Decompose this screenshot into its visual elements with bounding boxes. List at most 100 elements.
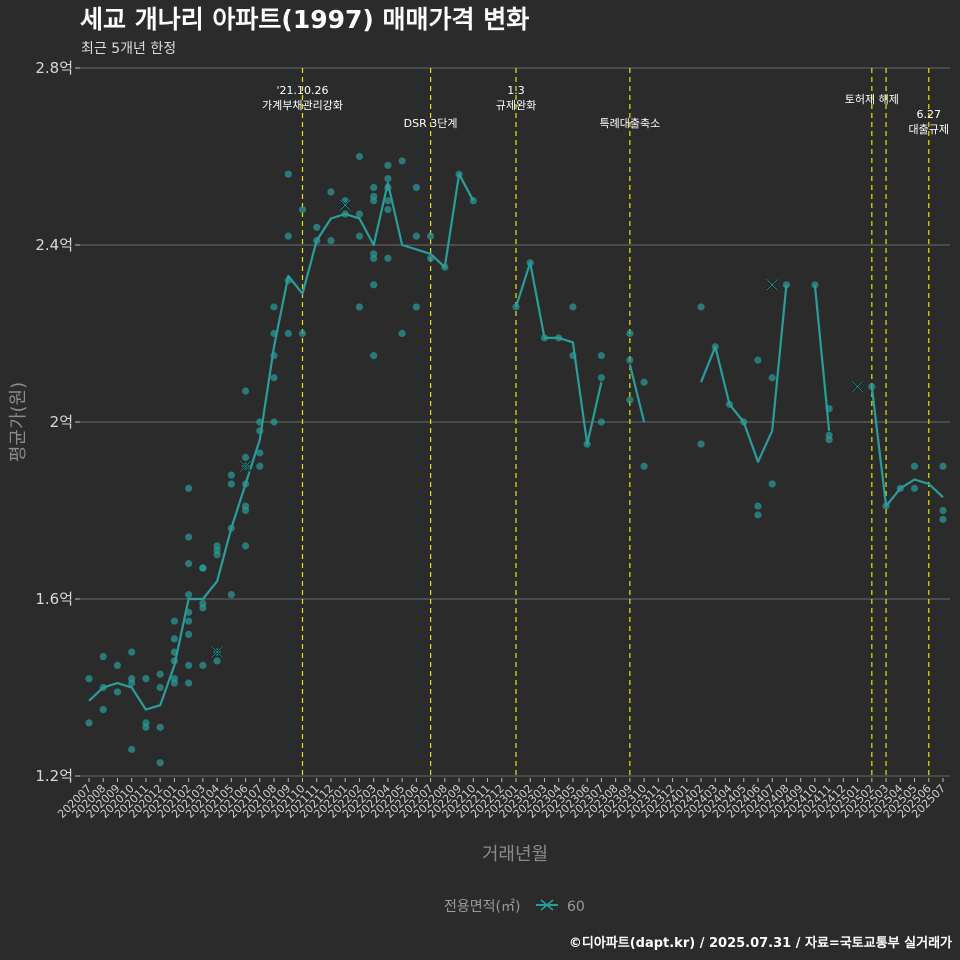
x-axis: 2020072020082020092020102020112020122021… [55, 778, 948, 821]
data-point [768, 480, 776, 488]
data-point [128, 745, 136, 754]
marker-cross-highlight [851, 380, 864, 393]
event-label: 6.27 [917, 108, 942, 121]
event-label: 규제완화 [496, 99, 536, 112]
data-point [156, 683, 164, 692]
event-label: 토허제 해제 [845, 92, 899, 106]
data-point [768, 374, 776, 382]
data-point [227, 590, 235, 599]
data-point [754, 502, 762, 510]
data-point [185, 560, 193, 568]
event-label: '21.10.26 [276, 84, 328, 97]
data-point [227, 480, 235, 488]
data-point [170, 675, 178, 683]
data-point [142, 675, 150, 683]
data-point [370, 183, 378, 192]
series-line [813, 284, 831, 431]
event-label: DSR 3단계 [404, 117, 458, 130]
y-axis-title: 평균가(원) [8, 382, 29, 462]
data-point [754, 511, 762, 519]
data-point [384, 175, 392, 183]
data-point [384, 161, 392, 169]
legend-cross-key [540, 899, 554, 911]
data-point [185, 630, 193, 639]
marker-cross-highlight [766, 279, 778, 291]
data-point [185, 679, 193, 687]
data-point [939, 515, 947, 523]
data-point [597, 418, 606, 426]
data-point [313, 223, 321, 231]
data-point [256, 449, 264, 457]
data-point [384, 206, 392, 214]
data-point [370, 254, 378, 262]
data-point [355, 232, 364, 240]
data-point [355, 152, 364, 161]
data-point [270, 374, 278, 382]
data-point [512, 303, 520, 311]
event-label: 대출규제 [909, 123, 949, 136]
data-point [412, 232, 420, 240]
data-point [825, 436, 833, 444]
data-point [156, 670, 164, 678]
data-point [227, 471, 235, 479]
data-point [241, 506, 250, 515]
data-point [910, 484, 919, 492]
y-tick-label: 1.2억 [35, 767, 73, 785]
data-point [697, 440, 705, 448]
data-point [754, 356, 762, 364]
data-point [128, 679, 136, 687]
data-point [185, 484, 193, 492]
marker-cross-highlight [339, 199, 351, 211]
data-point [270, 303, 278, 311]
data-point [185, 590, 193, 599]
marker-cross-highlight [211, 646, 223, 658]
data-point [427, 232, 435, 240]
y-tick-label: 2억 [50, 413, 73, 431]
marker-cross-highlight [239, 460, 252, 473]
series-lines [88, 173, 944, 711]
data-point [626, 329, 634, 338]
data-point [384, 254, 392, 262]
series-line [628, 364, 646, 423]
data-point [185, 661, 193, 669]
series-line [870, 386, 944, 508]
series-line [88, 173, 475, 711]
data-point [355, 303, 364, 311]
data-point [113, 661, 122, 669]
event-label: 특례대출축소 [599, 117, 660, 130]
data-point [213, 657, 221, 665]
data-point [241, 542, 250, 550]
data-point [185, 617, 193, 625]
series-line [699, 284, 788, 463]
data-point [370, 281, 378, 289]
data-point [398, 329, 406, 338]
data-point [640, 378, 648, 386]
data-point [156, 723, 164, 731]
data-point [170, 635, 178, 643]
data-point [85, 675, 93, 683]
caption: ©디아파트(dapt.kr) / 2025.07.31 / 자료=국토교통부 실… [569, 935, 952, 951]
y-tick-label: 2.8억 [35, 59, 73, 77]
event-label: 1.3 [507, 84, 525, 97]
data-point [597, 352, 606, 360]
data-point [412, 303, 420, 311]
data-point [213, 551, 221, 559]
data-point [370, 352, 378, 360]
data-point [298, 329, 307, 338]
data-point [569, 303, 577, 311]
data-point [640, 462, 648, 470]
event-label: 가계부채관리강화 [262, 99, 343, 112]
data-point [85, 719, 93, 727]
data-point [398, 157, 406, 165]
data-point [939, 506, 947, 515]
data-point [128, 648, 136, 656]
y-axis: 1.2억 1.6억 2억 2.4억 2.8억 [35, 59, 80, 785]
x-axis-title: 거래년월 [482, 844, 548, 865]
legend: 전용면적(㎡) 60 [444, 899, 585, 915]
data-point [284, 232, 292, 240]
max-min-markers [210, 198, 864, 659]
y-tick-label: 2.4억 [35, 236, 73, 254]
data-point [626, 356, 634, 364]
